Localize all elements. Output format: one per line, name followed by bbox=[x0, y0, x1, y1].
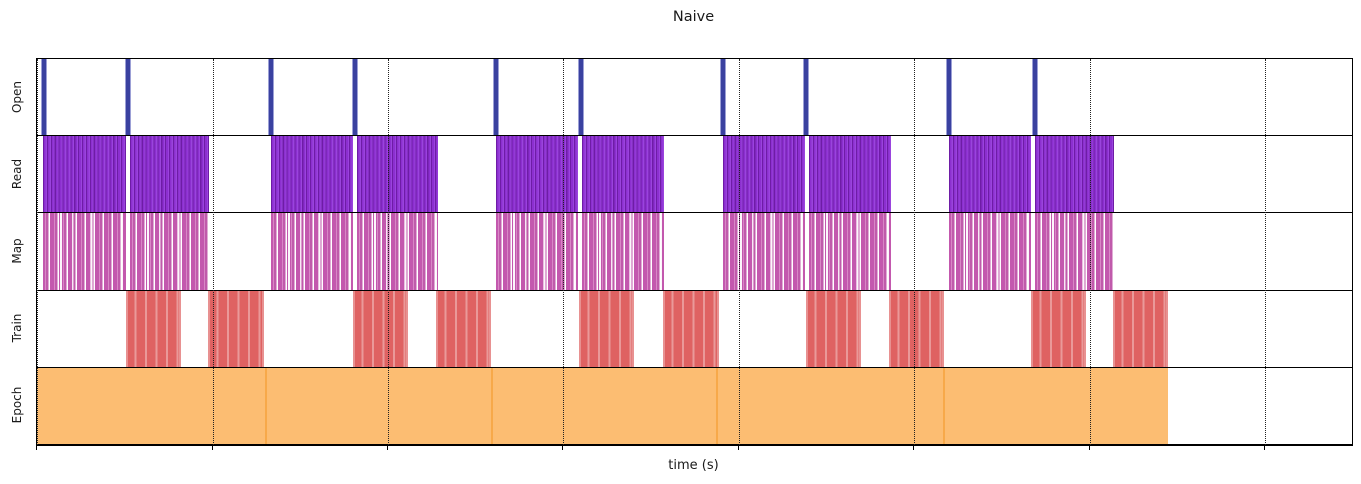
read-bar bbox=[949, 136, 1031, 213]
train-bar bbox=[806, 290, 861, 367]
row-train bbox=[37, 290, 1352, 368]
read-bar bbox=[496, 136, 578, 213]
map-bar bbox=[582, 213, 664, 290]
read-bar bbox=[582, 136, 664, 213]
row-label-map: Map bbox=[10, 238, 24, 264]
x-axis-label: time (s) bbox=[668, 458, 719, 473]
gridline bbox=[1089, 59, 1091, 445]
row-map bbox=[37, 213, 1352, 291]
open-event-bar bbox=[1032, 59, 1038, 136]
epoch-bar bbox=[265, 367, 491, 444]
epoch-bar bbox=[716, 367, 943, 444]
row-label-train: Train bbox=[10, 313, 24, 343]
epoch-bar bbox=[491, 367, 716, 444]
x-tick bbox=[1264, 445, 1265, 450]
x-tick bbox=[738, 445, 739, 450]
map-bar bbox=[809, 213, 891, 290]
read-bar bbox=[723, 136, 805, 213]
row-open bbox=[37, 59, 1352, 137]
train-bar bbox=[578, 290, 634, 367]
map-bar bbox=[723, 213, 805, 290]
open-event-bar bbox=[946, 59, 952, 136]
plot-area bbox=[36, 58, 1353, 446]
train-bar bbox=[126, 290, 181, 367]
read-bar bbox=[130, 136, 209, 213]
train-bar bbox=[208, 290, 264, 367]
map-bar bbox=[949, 213, 1031, 290]
train-bar bbox=[1031, 290, 1086, 367]
epoch-bar bbox=[37, 367, 265, 444]
row-label-open: Open bbox=[10, 80, 24, 114]
x-tick bbox=[36, 445, 37, 450]
row-label-epoch: Epoch bbox=[10, 386, 24, 424]
read-bar bbox=[271, 136, 353, 213]
open-event-bar bbox=[720, 59, 726, 136]
train-bar bbox=[889, 290, 944, 367]
map-bar bbox=[496, 213, 578, 290]
chart-title: Naive bbox=[672, 9, 715, 25]
x-tick bbox=[1088, 445, 1090, 450]
read-bar bbox=[357, 136, 438, 213]
map-bar bbox=[271, 213, 353, 290]
open-event-bar bbox=[578, 59, 584, 136]
map-bar bbox=[130, 213, 209, 290]
gridline bbox=[563, 59, 564, 445]
train-bar bbox=[1113, 290, 1168, 367]
read-bar bbox=[809, 136, 891, 213]
read-bar bbox=[1035, 136, 1114, 213]
gridline bbox=[914, 59, 915, 445]
train-bar bbox=[353, 290, 408, 367]
open-event-bar bbox=[125, 59, 131, 136]
map-bar bbox=[357, 213, 438, 290]
train-bar bbox=[662, 290, 719, 367]
epoch-bar bbox=[943, 367, 1168, 444]
open-event-bar bbox=[40, 59, 47, 136]
gridline bbox=[388, 59, 389, 445]
x-tick bbox=[562, 445, 563, 450]
row-label-read: Read bbox=[10, 158, 24, 190]
open-event-bar bbox=[268, 59, 274, 136]
map-bar bbox=[1035, 213, 1114, 290]
train-bar bbox=[436, 290, 491, 367]
x-tick bbox=[212, 445, 213, 450]
row-epoch bbox=[37, 367, 1352, 445]
open-event-bar bbox=[803, 59, 809, 136]
row-read bbox=[37, 136, 1352, 214]
x-axis-ticks bbox=[36, 445, 1351, 451]
map-bar bbox=[42, 213, 126, 290]
read-bar bbox=[42, 136, 126, 213]
gridline bbox=[1265, 59, 1266, 445]
x-tick bbox=[387, 445, 388, 450]
gridline bbox=[739, 59, 740, 445]
open-event-bar bbox=[352, 59, 358, 136]
open-event-bar bbox=[493, 59, 499, 136]
gridline bbox=[37, 59, 38, 445]
gridline bbox=[213, 59, 214, 445]
x-tick bbox=[913, 445, 914, 450]
